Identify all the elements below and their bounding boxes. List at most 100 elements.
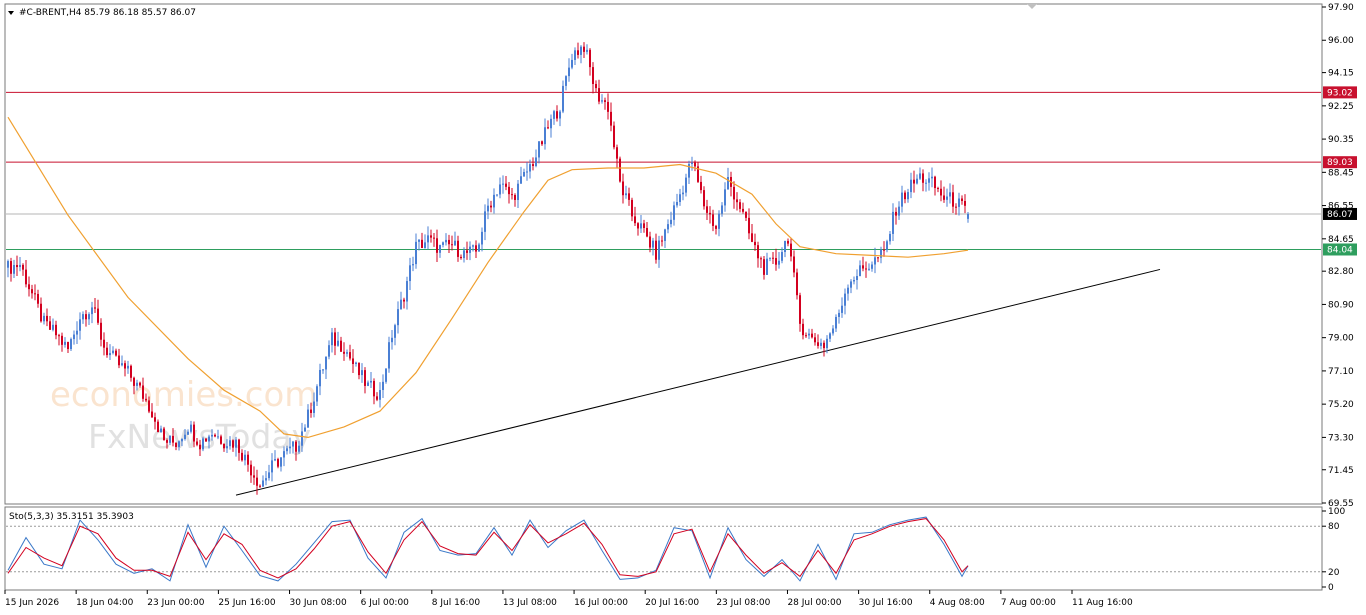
candle (739, 199, 741, 213)
candle (265, 471, 267, 486)
time-label: 4 Aug 08:00 (929, 590, 985, 608)
candle (586, 44, 588, 55)
candle (589, 48, 591, 76)
candle (550, 114, 552, 138)
candle (922, 169, 924, 192)
candle (685, 173, 687, 197)
candle (169, 435, 171, 446)
candle (379, 382, 381, 408)
candle (634, 206, 636, 226)
svg-text:88.45: 88.45 (1328, 168, 1354, 178)
candle (454, 231, 456, 246)
candle (769, 257, 771, 262)
candle (820, 338, 822, 350)
candle (106, 341, 108, 358)
candle (469, 241, 471, 261)
candle (514, 193, 516, 207)
candle (598, 79, 600, 105)
candle (73, 330, 75, 345)
candle (874, 247, 876, 274)
candle (748, 208, 750, 240)
candle (916, 174, 918, 185)
svg-text:71.45: 71.45 (1328, 466, 1354, 476)
candle (652, 237, 654, 256)
candle (13, 259, 15, 279)
candle (529, 159, 531, 179)
candle (250, 460, 252, 483)
candle (907, 188, 909, 203)
candle (607, 93, 609, 120)
candle (859, 260, 861, 277)
candle (190, 420, 192, 434)
candle (793, 250, 795, 278)
candle (565, 75, 567, 91)
candle (775, 248, 777, 271)
stochastic-axis: 100 80 20 0 (1322, 507, 1345, 593)
stochastic-main-line (7, 516, 969, 582)
candle (826, 335, 828, 354)
candle (928, 172, 930, 191)
candle (763, 256, 765, 280)
svg-text:30 Jul 16:00: 30 Jul 16:00 (859, 598, 913, 608)
trendline-layer (235, 268, 1161, 496)
candle (31, 284, 33, 299)
candle (556, 105, 558, 122)
candle (814, 333, 816, 346)
candle (112, 346, 114, 355)
candle (217, 429, 219, 440)
candle (718, 210, 720, 237)
price-tick: 77.10 (1322, 367, 1354, 377)
candle (295, 439, 297, 461)
candle (583, 42, 585, 59)
svg-text:73.30: 73.30 (1328, 433, 1354, 443)
candle (667, 219, 669, 234)
candle (757, 241, 759, 268)
candle (673, 201, 675, 226)
candle (424, 234, 426, 249)
candle (322, 368, 324, 374)
candle (697, 162, 699, 183)
candle (505, 175, 507, 191)
candle (580, 45, 582, 64)
candle (958, 192, 960, 216)
candle (214, 433, 216, 438)
candle (367, 380, 369, 387)
candle (49, 315, 51, 330)
watermark-economies: economies.com (50, 375, 317, 415)
candle (172, 428, 174, 447)
candle (19, 257, 21, 272)
candle (601, 94, 603, 104)
svg-text:92.25: 92.25 (1328, 102, 1354, 112)
candle (439, 244, 441, 258)
candle (484, 204, 486, 241)
candle (952, 184, 954, 213)
stochastic-tick: 80 (1322, 522, 1340, 532)
svg-text:20: 20 (1328, 568, 1340, 578)
candle (520, 166, 522, 184)
svg-text:90.35: 90.35 (1328, 135, 1354, 145)
candle (157, 419, 159, 433)
candle (754, 233, 756, 251)
symbol-menu-triangle-icon[interactable] (8, 11, 14, 15)
time-label: 15 Jun 2026 (4, 590, 59, 608)
candle (151, 403, 153, 419)
candle (736, 192, 738, 211)
candle (940, 180, 942, 202)
candle (178, 440, 180, 451)
candle (904, 190, 906, 204)
svg-text:25 Jun 16:00: 25 Jun 16:00 (218, 598, 275, 608)
candle (22, 263, 24, 276)
time-label: 18 Jun 04:00 (75, 590, 134, 608)
candle (910, 172, 912, 199)
candle (766, 252, 768, 276)
candle (700, 175, 702, 194)
candle (37, 289, 39, 308)
candle (619, 156, 621, 183)
candle (931, 167, 933, 188)
candle (319, 363, 321, 396)
candle (328, 340, 330, 360)
candle (913, 170, 915, 193)
candle (631, 197, 633, 222)
svg-text:89.03: 89.03 (1327, 158, 1353, 168)
